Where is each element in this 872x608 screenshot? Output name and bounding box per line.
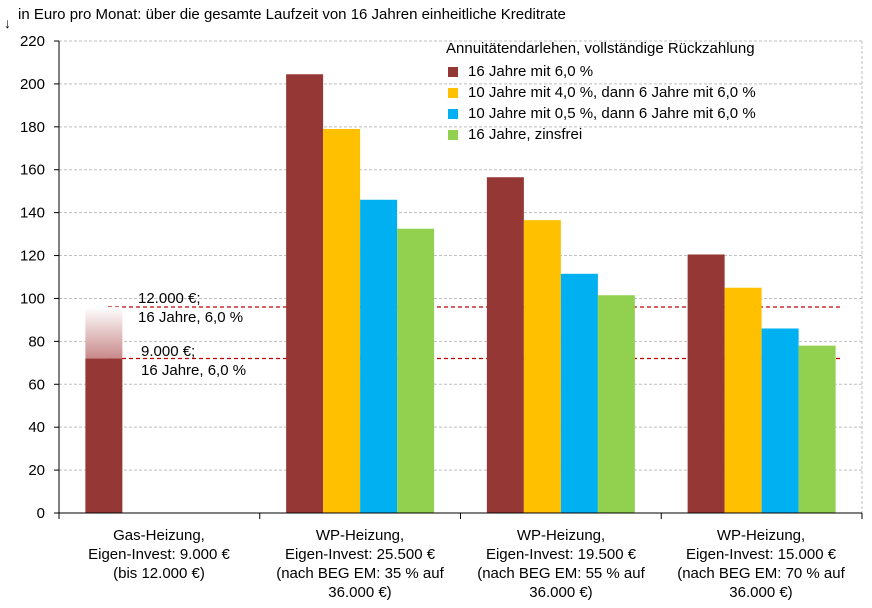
legend-swatch xyxy=(448,87,458,98)
legend-item: 10 Jahre mit 0,5 %, dann 6 Jahre mit 6,0… xyxy=(446,103,756,124)
axes: 0 20 40 60 80 100 120 140 160 180 200 220 xyxy=(20,33,863,522)
legend-swatch xyxy=(448,108,458,119)
bar xyxy=(360,199,398,513)
legend-title: Annuitätendarlehen, vollständige Rückzah… xyxy=(446,40,755,57)
legend-swatch xyxy=(448,129,458,140)
bar xyxy=(286,74,324,513)
y-tick-label: 40 xyxy=(28,419,45,436)
legend-label: 16 Jahre, zinsfrei xyxy=(468,126,583,143)
y-tick-label: 180 xyxy=(20,119,45,136)
bar xyxy=(523,220,561,514)
bar xyxy=(724,287,762,513)
reference-label: 12.000 €; 16 Jahre, 6,0 % xyxy=(138,290,244,326)
bar xyxy=(687,254,725,514)
bar xyxy=(85,358,123,513)
reference-label: 9.000 €; 16 Jahre, 6,0 % xyxy=(141,343,247,379)
y-tick-label: 100 xyxy=(20,290,45,307)
bar xyxy=(761,328,799,513)
bar xyxy=(397,228,435,513)
y-tick-label: 20 xyxy=(28,462,45,479)
y-tick-label: 80 xyxy=(28,333,45,350)
x-category-label: WP-Heizung, Eigen-Invest: 25.500 € (nach… xyxy=(276,527,444,601)
legend-label: 16 Jahre mit 6,0 % xyxy=(468,63,594,80)
grid-lines xyxy=(59,40,863,513)
x-category-label: WP-Heizung, Eigen-Invest: 15.000 € (nach… xyxy=(677,527,845,601)
down-arrow-icon: ↓ xyxy=(4,15,11,31)
y-tick-label: 140 xyxy=(20,205,45,222)
y-tick-label: 120 xyxy=(20,248,45,265)
bar xyxy=(323,128,361,514)
legend-item: 10 Jahre mit 4,0 %, dann 6 Jahre mit 6,0… xyxy=(446,82,756,103)
x-category-label: WP-Heizung, Eigen-Invest: 19.500 € (nach… xyxy=(477,527,645,601)
legend-label: 10 Jahre mit 4,0 %, dann 6 Jahre mit 6,0… xyxy=(468,84,756,101)
bar xyxy=(560,273,598,513)
bar xyxy=(597,295,635,513)
legend-label: 10 Jahre mit 0,5 %, dann 6 Jahre mit 6,0… xyxy=(468,105,756,122)
y-tick-label: 60 xyxy=(28,376,45,393)
gas-range-bar xyxy=(85,307,123,359)
y-tick-label: 0 xyxy=(37,505,45,522)
bar xyxy=(486,177,524,513)
bars xyxy=(85,74,836,514)
legend-item: 16 Jahre, zinsfrei xyxy=(446,124,756,145)
legend-item: 16 Jahre mit 6,0 % xyxy=(446,61,756,82)
y-unit-label: in Euro pro Monat: über die gesamte Lauf… xyxy=(18,6,566,23)
y-tick-label: 160 xyxy=(20,162,45,179)
y-tick-label: 220 xyxy=(20,33,45,50)
bar xyxy=(798,345,836,513)
x-category-label: Gas-Heizung, Eigen-Invest: 9.000 € (bis … xyxy=(88,527,230,582)
legend-swatch xyxy=(448,66,458,77)
y-tick-label: 200 xyxy=(20,76,45,93)
legend: Annuitätendarlehen, vollständige Rückzah… xyxy=(446,40,756,145)
